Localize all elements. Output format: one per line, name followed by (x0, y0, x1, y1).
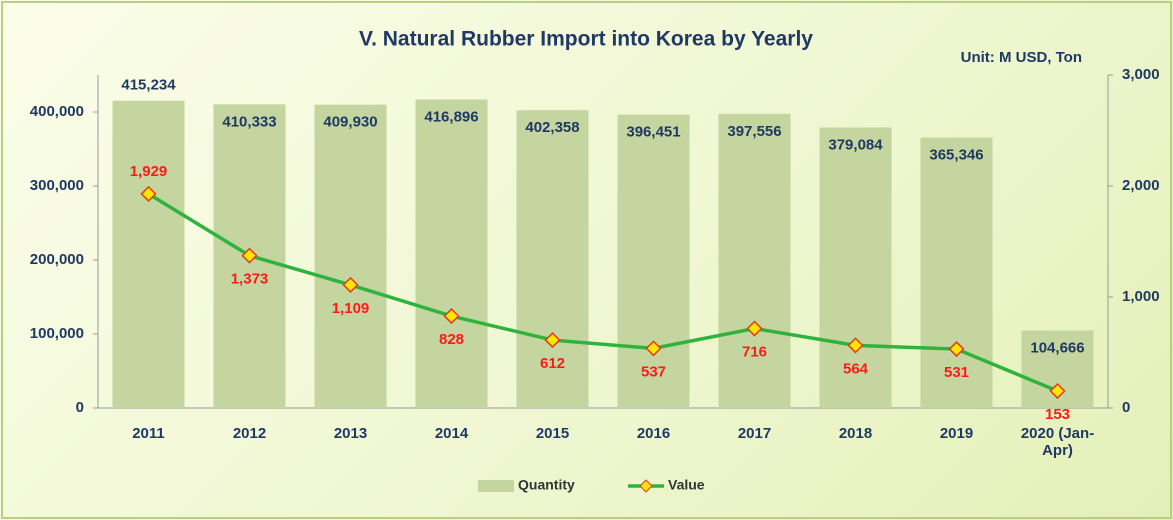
x-tick-label: 2015 (535, 425, 570, 442)
line-value-label: 1,109 (332, 300, 370, 317)
y2-tick-label: 0 (1122, 399, 1130, 416)
unit-annotation: Unit: M USD, Ton (961, 49, 1082, 66)
line-value-label: 1,373 (231, 271, 269, 288)
x-tick-label: 2020 (Jan-Apr) (1020, 425, 1095, 459)
line-marker (443, 308, 460, 325)
bar (617, 114, 690, 409)
y-tick-label: 400,000 (30, 103, 84, 120)
line-marker (342, 276, 359, 293)
bar-value-label: 104,666 (1030, 340, 1084, 357)
bar-value-label: 416,896 (424, 108, 478, 125)
x-tick-label: 2012 (232, 425, 267, 442)
bar (819, 127, 892, 408)
bar-value-label: 397,556 (727, 123, 781, 140)
bar (314, 104, 387, 409)
line-marker (140, 185, 157, 202)
line-value-label: 612 (540, 355, 565, 372)
bar (516, 110, 589, 409)
line-value-label: 1,929 (130, 163, 168, 180)
legend-label: Value (668, 477, 705, 493)
bar (415, 99, 488, 409)
bar (920, 137, 993, 408)
x-tick-label: 2017 (737, 425, 772, 442)
line-value-label: 537 (641, 363, 666, 380)
line-value-label: 531 (944, 364, 969, 381)
legend-marker (639, 479, 653, 493)
bar (112, 100, 185, 408)
y-tick-label: 100,000 (30, 325, 84, 342)
y2-tick-label: 3,000 (1122, 66, 1160, 83)
x-tick-label: 2018 (838, 425, 873, 442)
bar-value-label: 365,346 (929, 147, 983, 164)
legend-label: Quantity (518, 477, 575, 493)
line-marker (847, 337, 864, 354)
chart-title: V. Natural Rubber Import into Korea by Y… (359, 28, 813, 51)
y-tick-label: 300,000 (30, 177, 84, 194)
line-marker (645, 340, 662, 357)
line-value-label: 564 (843, 360, 869, 377)
line-marker (746, 320, 763, 337)
line-marker (1049, 382, 1066, 400)
x-tick-label: 2013 (333, 425, 368, 442)
line-value-label: 828 (439, 331, 464, 348)
line-marker (544, 332, 561, 349)
bar (718, 113, 791, 408)
line-marker (241, 247, 258, 264)
line-value-label: 716 (742, 343, 767, 360)
y2-tick-label: 2,000 (1122, 177, 1160, 194)
bar-value-label: 379,084 (828, 136, 883, 153)
line-marker (948, 340, 965, 358)
bar-value-label: 409,930 (323, 114, 377, 131)
x-tick-label: 2019 (939, 425, 974, 442)
x-tick-label: 2011 (132, 425, 165, 442)
line (147, 192, 1059, 393)
x-tick-label: 2016 (636, 425, 671, 442)
y2-tick-label: 1,000 (1122, 288, 1160, 305)
x-tick-label: 2014 (434, 425, 469, 442)
line-value-label: 153 (1045, 406, 1070, 423)
bar-value-label: 415,234 (121, 77, 176, 94)
y-tick-label: 200,000 (30, 251, 84, 268)
bar-value-label: 410,333 (222, 113, 276, 130)
y-tick-label: 0 (76, 399, 84, 416)
bar-value-label: 396,451 (626, 124, 680, 141)
legend-swatch (478, 480, 514, 492)
bar-value-label: 402,358 (525, 119, 579, 136)
